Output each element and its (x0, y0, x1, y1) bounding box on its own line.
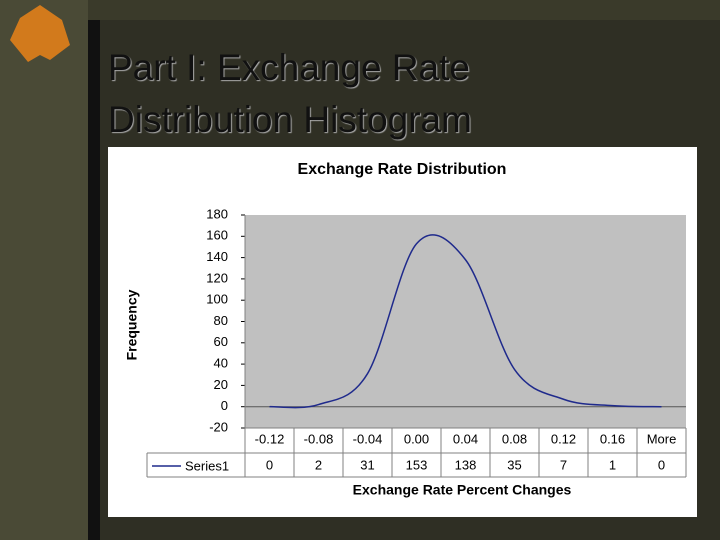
x-tick-label: 0.12 (551, 431, 576, 446)
chart-title: Exchange Rate Distribution (298, 161, 507, 178)
x-tick-label: -0.12 (255, 431, 285, 446)
series-line (269, 234, 662, 409)
y-tick-label: 60 (214, 334, 228, 349)
y-tick-label: 120 (206, 270, 228, 285)
x-axis-label: Exchange Rate Percent Changes (353, 482, 572, 498)
y-tick-label: 180 (206, 206, 228, 221)
data-table-value: 35 (507, 457, 521, 472)
data-table-value: 0 (658, 457, 665, 472)
y-tick-label: 140 (206, 249, 228, 264)
y-axis-label: Frequency (124, 289, 140, 360)
y-tick-label: 80 (214, 313, 228, 328)
data-table-value: 31 (360, 457, 374, 472)
data-table-value: 7 (560, 457, 567, 472)
y-tick-label: 40 (214, 356, 228, 371)
data-table-value: 1 (609, 457, 616, 472)
divider (88, 20, 100, 540)
x-tick-label: -0.08 (304, 431, 334, 446)
x-tick-label: 0.16 (600, 431, 625, 446)
y-tick-label: 100 (206, 292, 228, 307)
y-tick-label: 160 (206, 228, 228, 243)
slide-title: Part I: Exchange Rate Distribution Histog… (108, 47, 472, 140)
x-tick-label: 0.00 (404, 431, 429, 446)
leaf-decoration (10, 5, 70, 62)
plot-area (245, 215, 686, 428)
data-table-value: 153 (406, 457, 428, 472)
data-table-value: 138 (455, 457, 477, 472)
x-tick-label: 0.08 (502, 431, 527, 446)
data-table-value: 2 (315, 457, 322, 472)
y-tick-label: -20 (209, 419, 228, 434)
y-tick-label: 20 (214, 377, 228, 392)
y-tick-label: 0 (221, 398, 228, 413)
left-strip (0, 0, 88, 540)
data-table-value: 0 (266, 457, 273, 472)
x-tick-label: 0.04 (453, 431, 478, 446)
x-tick-label: -0.04 (353, 431, 383, 446)
x-tick-label: More (647, 431, 677, 446)
legend-label: Series1 (185, 458, 229, 473)
